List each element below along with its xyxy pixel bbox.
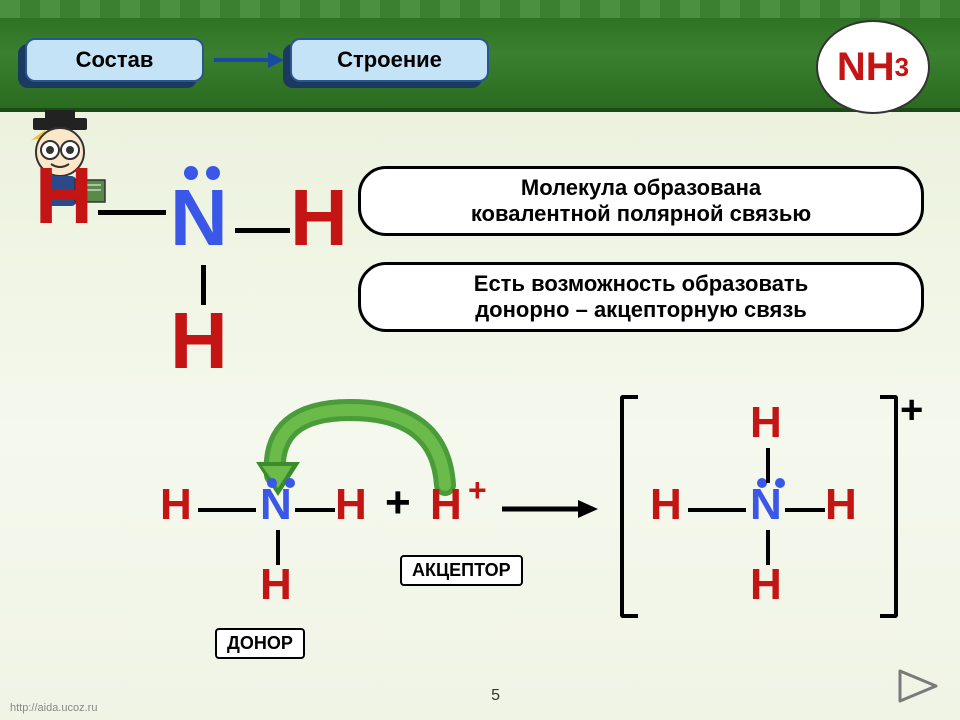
nav-arrow-icon bbox=[210, 48, 288, 72]
textbox-covalent-text: Молекула образованаковалентной полярной … bbox=[471, 175, 811, 226]
rx-H3: H bbox=[260, 560, 292, 610]
am-H3: H bbox=[750, 560, 782, 610]
nh3-badge: NH3 bbox=[816, 20, 930, 114]
rx-bond1 bbox=[198, 508, 256, 512]
pill-stroenie-label: Строение bbox=[337, 47, 442, 73]
bracket-right bbox=[880, 395, 898, 618]
bracket-left bbox=[620, 395, 638, 618]
am-Ht: H bbox=[750, 398, 782, 448]
h-plus: H bbox=[430, 480, 462, 530]
nh3-text: NH bbox=[837, 45, 895, 90]
textbox-donor-acceptor: Есть возможность образоватьдонорно – акц… bbox=[358, 262, 924, 332]
h-plus-charge: + bbox=[468, 472, 487, 509]
header-stripes bbox=[0, 0, 960, 18]
reaction-arrow-icon bbox=[500, 497, 600, 521]
rx-bond3 bbox=[276, 530, 280, 565]
textbox-donor-acceptor-text: Есть возможность образоватьдонорно – акц… bbox=[474, 271, 808, 322]
am-H1: H bbox=[650, 480, 682, 530]
atom-H-big-2: H bbox=[290, 172, 348, 264]
bond-big-2 bbox=[235, 228, 290, 233]
pill-stroenie[interactable]: Строение bbox=[290, 38, 489, 82]
rx-H1: H bbox=[160, 480, 192, 530]
rx-H2: H bbox=[335, 480, 367, 530]
pill-sostav-label: Состав bbox=[76, 47, 154, 73]
page-number: 5 bbox=[491, 687, 500, 705]
am-bond1 bbox=[688, 508, 746, 512]
rx-lonepair bbox=[267, 478, 295, 488]
bond-big-3 bbox=[201, 265, 206, 305]
next-button[interactable] bbox=[896, 667, 940, 705]
atom-H-big-3: H bbox=[170, 295, 228, 387]
ammonium-charge: + bbox=[900, 388, 923, 433]
nh3-sub: 3 bbox=[895, 52, 909, 83]
slide-stage: Состав Строение NH3 H N H H Молекула обр… bbox=[0, 0, 960, 720]
am-lonepair bbox=[757, 478, 785, 488]
atom-N-big: N bbox=[170, 172, 228, 264]
am-bond2 bbox=[785, 508, 825, 512]
plus-sign: + bbox=[385, 478, 411, 528]
bond-big-1 bbox=[98, 210, 166, 215]
am-bond3 bbox=[766, 530, 770, 565]
label-acceptor: АКЦЕПТОР bbox=[400, 555, 523, 586]
pill-sostav[interactable]: Состав bbox=[25, 38, 204, 82]
am-bond4 bbox=[766, 448, 770, 483]
label-donor: ДОНОР bbox=[215, 628, 305, 659]
am-H2: H bbox=[825, 480, 857, 530]
rx-bond2 bbox=[295, 508, 335, 512]
textbox-covalent: Молекула образованаковалентной полярной … bbox=[358, 166, 924, 236]
watermark: http://aida.ucoz.ru bbox=[10, 702, 97, 714]
lone-pair-big bbox=[184, 166, 220, 180]
atom-H-big-1: H bbox=[35, 150, 93, 242]
